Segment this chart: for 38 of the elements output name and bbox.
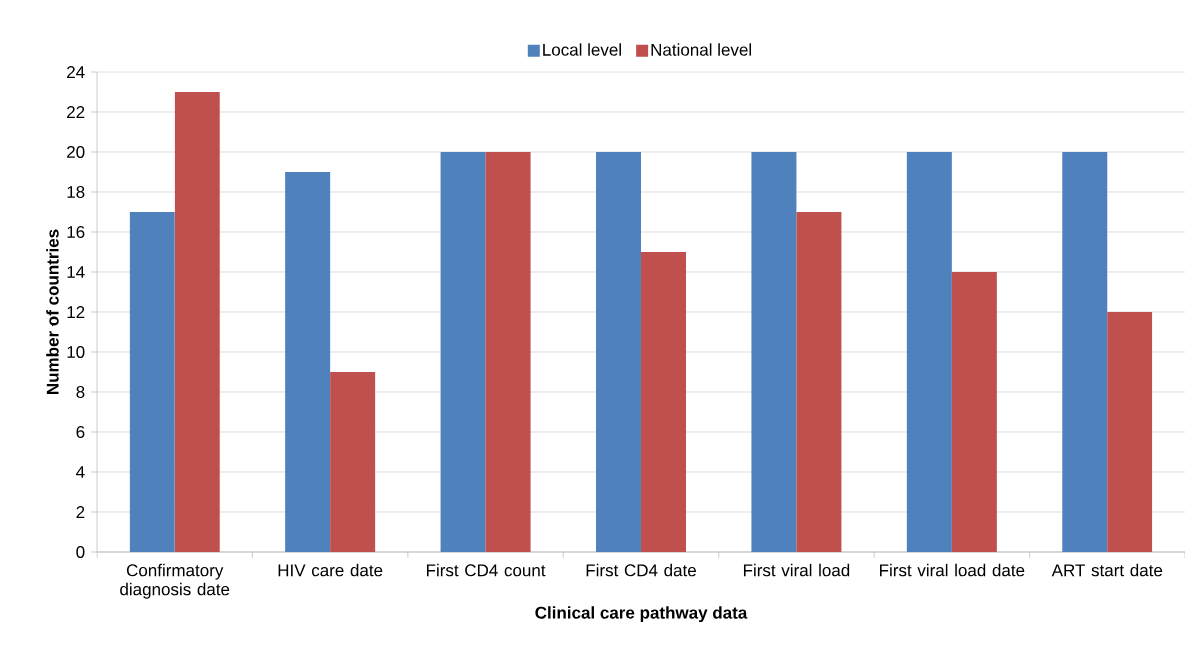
y-tick-label: 22 [67,106,85,118]
x-tick-label: First CD4 count [426,563,546,577]
y-tick-label: 10 [67,345,85,359]
x-axis-title: Clinical care pathway data [535,606,748,623]
y-tick-label: 18 [67,185,85,199]
bar [1107,311,1153,552]
y-tick-label: 8 [76,385,85,399]
bar [951,271,997,552]
y-tick-label: 12 [67,306,85,318]
y-tick-label: 20 [67,145,85,159]
bar [440,151,486,552]
bar [596,151,641,552]
bar [796,211,842,552]
x-tick-label: First viral load date [880,563,1025,577]
bar [129,211,175,552]
bar [906,151,952,552]
y-tick-label: 6 [76,425,85,439]
bar [285,171,331,552]
legend-label: Local level [543,43,621,56]
bar [330,371,376,552]
x-tick-label: Confirmatory diagnosis date [120,563,230,599]
x-tick-label: First viral load [743,563,850,577]
bar [1062,151,1108,552]
y-tick-label: 24 [67,66,85,78]
y-tick-label: 2 [76,506,85,518]
x-tick-label: HIV care date [278,563,383,577]
x-tick-label: ART start date [1051,563,1163,577]
y-tick-label: 16 [67,225,85,239]
y-axis-title: Number of countries [46,229,59,394]
y-tick-label: 14 [67,266,85,278]
y-tick-label: 4 [76,466,85,478]
bar [751,151,797,552]
bar [641,251,686,552]
bar [174,91,220,552]
x-tick-label: First CD4 date [586,563,696,577]
legend-label: National level [651,43,752,56]
y-tick-label: 0 [76,545,85,559]
bar [485,151,531,552]
